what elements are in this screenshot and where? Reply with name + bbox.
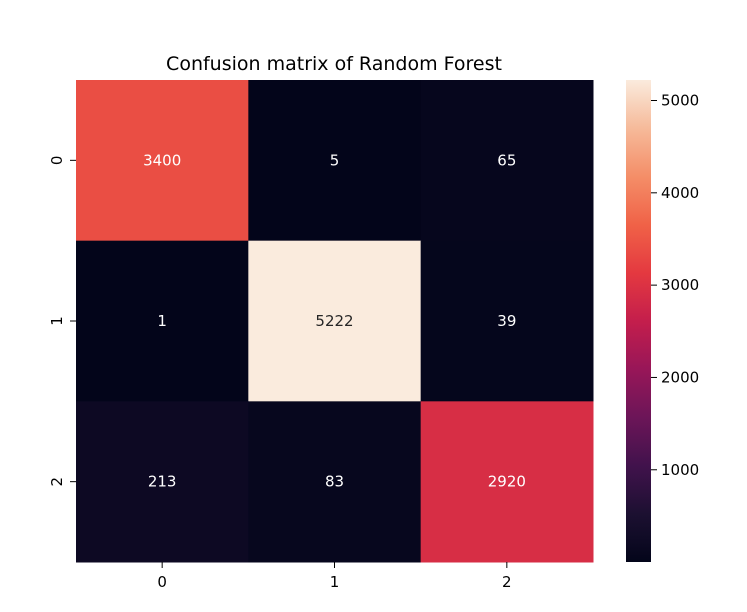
heatmap-cell-r0-c2 (420, 80, 594, 242)
y-axis: 0 1 2 (48, 156, 76, 487)
heatmap-cell-r1-c1 (248, 240, 422, 402)
heatmap-cell-r2-c2 (420, 401, 594, 563)
cell-value-r0-c2: 65 (497, 151, 516, 169)
y-tick-label-0: 0 (48, 156, 66, 166)
chart-title: Confusion matrix of Random Forest (166, 53, 502, 75)
cell-value-r0-c0: 3400 (143, 151, 181, 169)
x-tick-label-1: 1 (330, 573, 340, 591)
cell-value-r2-c2: 2920 (488, 473, 526, 491)
cell-value-r1-c1: 5222 (315, 312, 353, 330)
cell-value-r2-c1: 83 (325, 473, 344, 491)
colorbar-tick-label-2: 3000 (661, 276, 699, 294)
cell-value-r2-c0: 213 (148, 473, 177, 491)
heatmap-cell-r1-c0 (76, 240, 249, 402)
colorbar-gradient (626, 80, 651, 562)
heatmap-cells (76, 80, 594, 563)
heatmap-cell-r2-c0 (76, 401, 249, 563)
y-tick-label-1: 1 (48, 316, 66, 326)
x-tick-label-0: 0 (157, 573, 167, 591)
x-axis: 0 1 2 (157, 562, 512, 591)
colorbar-tick-label-3: 4000 (661, 184, 699, 202)
heatmap-cell-r0-c0 (76, 80, 249, 242)
heatmap-cell-r2-c1 (248, 401, 422, 563)
colorbar: 1000 2000 3000 4000 5000 (626, 80, 699, 562)
colorbar-tick-label-0: 1000 (661, 461, 699, 479)
heatmap-cell-r1-c2 (420, 240, 594, 402)
heatmap-cell-r0-c1 (248, 80, 422, 242)
colorbar-tick-label-1: 2000 (661, 368, 699, 386)
heatmap-annotations: 3400 5 65 1 5222 39 213 83 2920 (143, 151, 526, 490)
colorbar-tick-label-4: 5000 (661, 91, 699, 109)
cell-value-r0-c1: 5 (330, 151, 340, 169)
y-tick-label-2: 2 (48, 477, 66, 487)
x-tick-label-2: 2 (502, 573, 512, 591)
cell-value-r1-c2: 39 (497, 312, 516, 330)
cell-value-r1-c0: 1 (157, 312, 167, 330)
